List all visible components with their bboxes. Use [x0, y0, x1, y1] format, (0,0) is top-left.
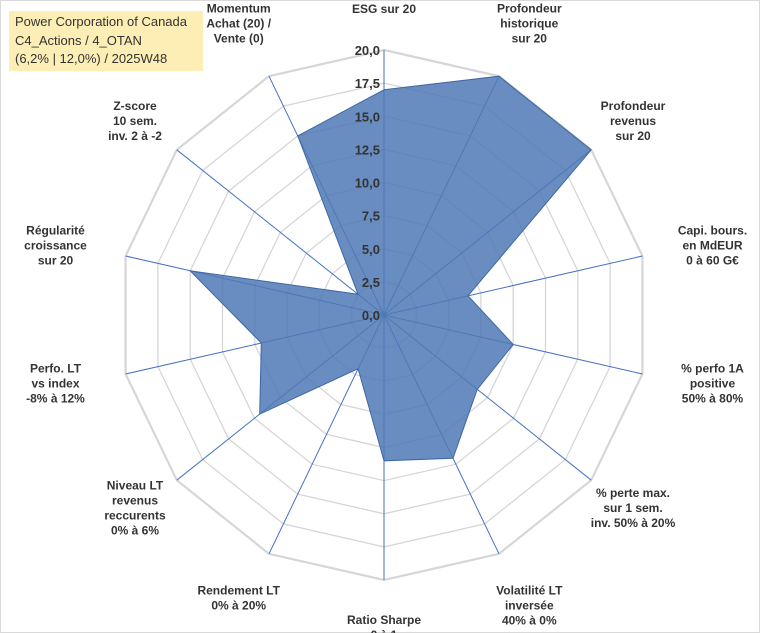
tick-label: 5,0 — [362, 242, 380, 257]
axis-label: Rendement LT 0% à 20% — [197, 584, 280, 613]
axis-label-line: sur 20 — [512, 32, 548, 46]
axis-label-line: inv. 50% à 20% — [591, 516, 676, 530]
axis-label-line: croissance — [24, 239, 87, 253]
axis-label-line: -8% à 12% — [26, 392, 85, 406]
axis-label-line: inversée — [505, 599, 554, 613]
tick-label: 0,0 — [362, 308, 380, 323]
axis-label-line: Régularité — [26, 224, 85, 238]
axis-label: Niveau LT revenus reccurents 0% à 6% — [104, 478, 166, 537]
tick-label: 2,5 — [362, 275, 380, 290]
axis-label-line: Ratio Sharpe — [347, 613, 421, 627]
axis-label: NoteESG sur 20 — [352, 0, 416, 16]
chart-title-line-1: Power Corporation of Canada — [15, 14, 187, 29]
axis-label-line: Profondeur — [497, 2, 562, 16]
axis-label-line: 0% à 20% — [211, 599, 266, 613]
axis-label-line: % perte max. — [596, 486, 670, 500]
axis-label-line: reccurents — [104, 508, 166, 522]
axis-label: % perte max. sur 1 sem. inv. 50% à 20% — [591, 486, 676, 530]
tick-label: 17,5 — [355, 76, 380, 91]
axis-label: Momentum Achat (20) / Vente (0) — [206, 2, 271, 46]
axis-label: Capi. bours. en MdEUR 0 à 60 G€ — [678, 224, 747, 268]
series-area — [188, 75, 592, 462]
axis-label-line: inv. 2 à -2 — [108, 129, 162, 143]
axis-label: % perfo 1A positive 50% à 80% — [681, 362, 744, 406]
axis-label-line: Z-score — [113, 99, 157, 113]
axis-label-line: vs index — [31, 377, 79, 391]
axis-label-line: Capi. bours. — [678, 224, 747, 238]
axis-label: Ratio Sharpe0 à 1 — [347, 613, 421, 633]
axis-label-line: 0 à 60 G€ — [686, 254, 739, 268]
axis-label-line: historique — [500, 17, 558, 31]
axis-label-line: ESG sur 20 — [352, 2, 416, 16]
axis-label-line: Rendement LT — [197, 584, 280, 598]
radar-tick-labels: 0,0 2,5 5,0 7,5 10,0 12,5 15,0 17,5 20,0 — [355, 43, 380, 323]
axis-label: Perfo. LT vs index -8% à 12% — [26, 362, 85, 406]
axis-label-line: Note — [371, 0, 398, 1]
axis-label-line: Volatilité LT — [496, 584, 563, 598]
axis-label: Volatilité LT inversée 40% à 0% — [496, 584, 563, 628]
tick-label: 20,0 — [355, 43, 380, 58]
axis-label-line: 0 à 1 — [371, 628, 398, 633]
axis-label-line: Momentum — [207, 2, 271, 16]
chart-title-line-2: C4_Actions / 4_OTAN — [15, 32, 142, 48]
axis-label-line: positive — [690, 377, 736, 391]
axis-label-line: revenus — [112, 493, 158, 507]
radar-series — [188, 75, 592, 462]
tick-label: 15,0 — [355, 109, 380, 124]
tick-label: 7,5 — [362, 209, 380, 224]
axis-label-line: Achat (20) / — [206, 17, 271, 31]
axis-label-line: sur 20 — [615, 129, 651, 143]
axis-label-line: 0% à 6% — [111, 523, 159, 537]
chart-title-box: Power Corporation of Canada C4_Actions /… — [9, 11, 203, 71]
axis-label-line: Vente (0) — [214, 32, 264, 46]
tick-label: 10,0 — [355, 176, 380, 191]
axis-label-line: sur 1 sem. — [603, 501, 662, 515]
axis-label-line: Perfo. LT — [30, 362, 82, 376]
axis-label-line: Niveau LT — [107, 478, 164, 492]
axis-label-line: % perfo 1A — [681, 362, 744, 376]
tick-label: 12,5 — [355, 142, 380, 157]
axis-label: Régularité croissance sur 20 — [24, 224, 87, 268]
axis-spoke — [176, 149, 385, 316]
axis-label-line: 50% à 80% — [682, 392, 744, 406]
axis-label: Z-score 10 sem. inv. 2 à -2 — [108, 99, 162, 143]
chart-title-line-3: (6,2% | 12,0%) / 2025W48 — [15, 51, 168, 66]
axis-label-line: 40% à 0% — [502, 614, 557, 628]
axis-label: Profondeur revenus sur 20 — [601, 99, 666, 143]
axis-label-line: Profondeur — [601, 99, 666, 113]
axis-label-line: en MdEUR — [683, 239, 743, 253]
axis-label-line: revenus — [610, 114, 656, 128]
axis-label-line: sur 20 — [38, 254, 74, 268]
axis-label-line: 10 sem. — [113, 114, 157, 128]
axis-label: Profondeur historique sur 20 — [497, 2, 562, 46]
